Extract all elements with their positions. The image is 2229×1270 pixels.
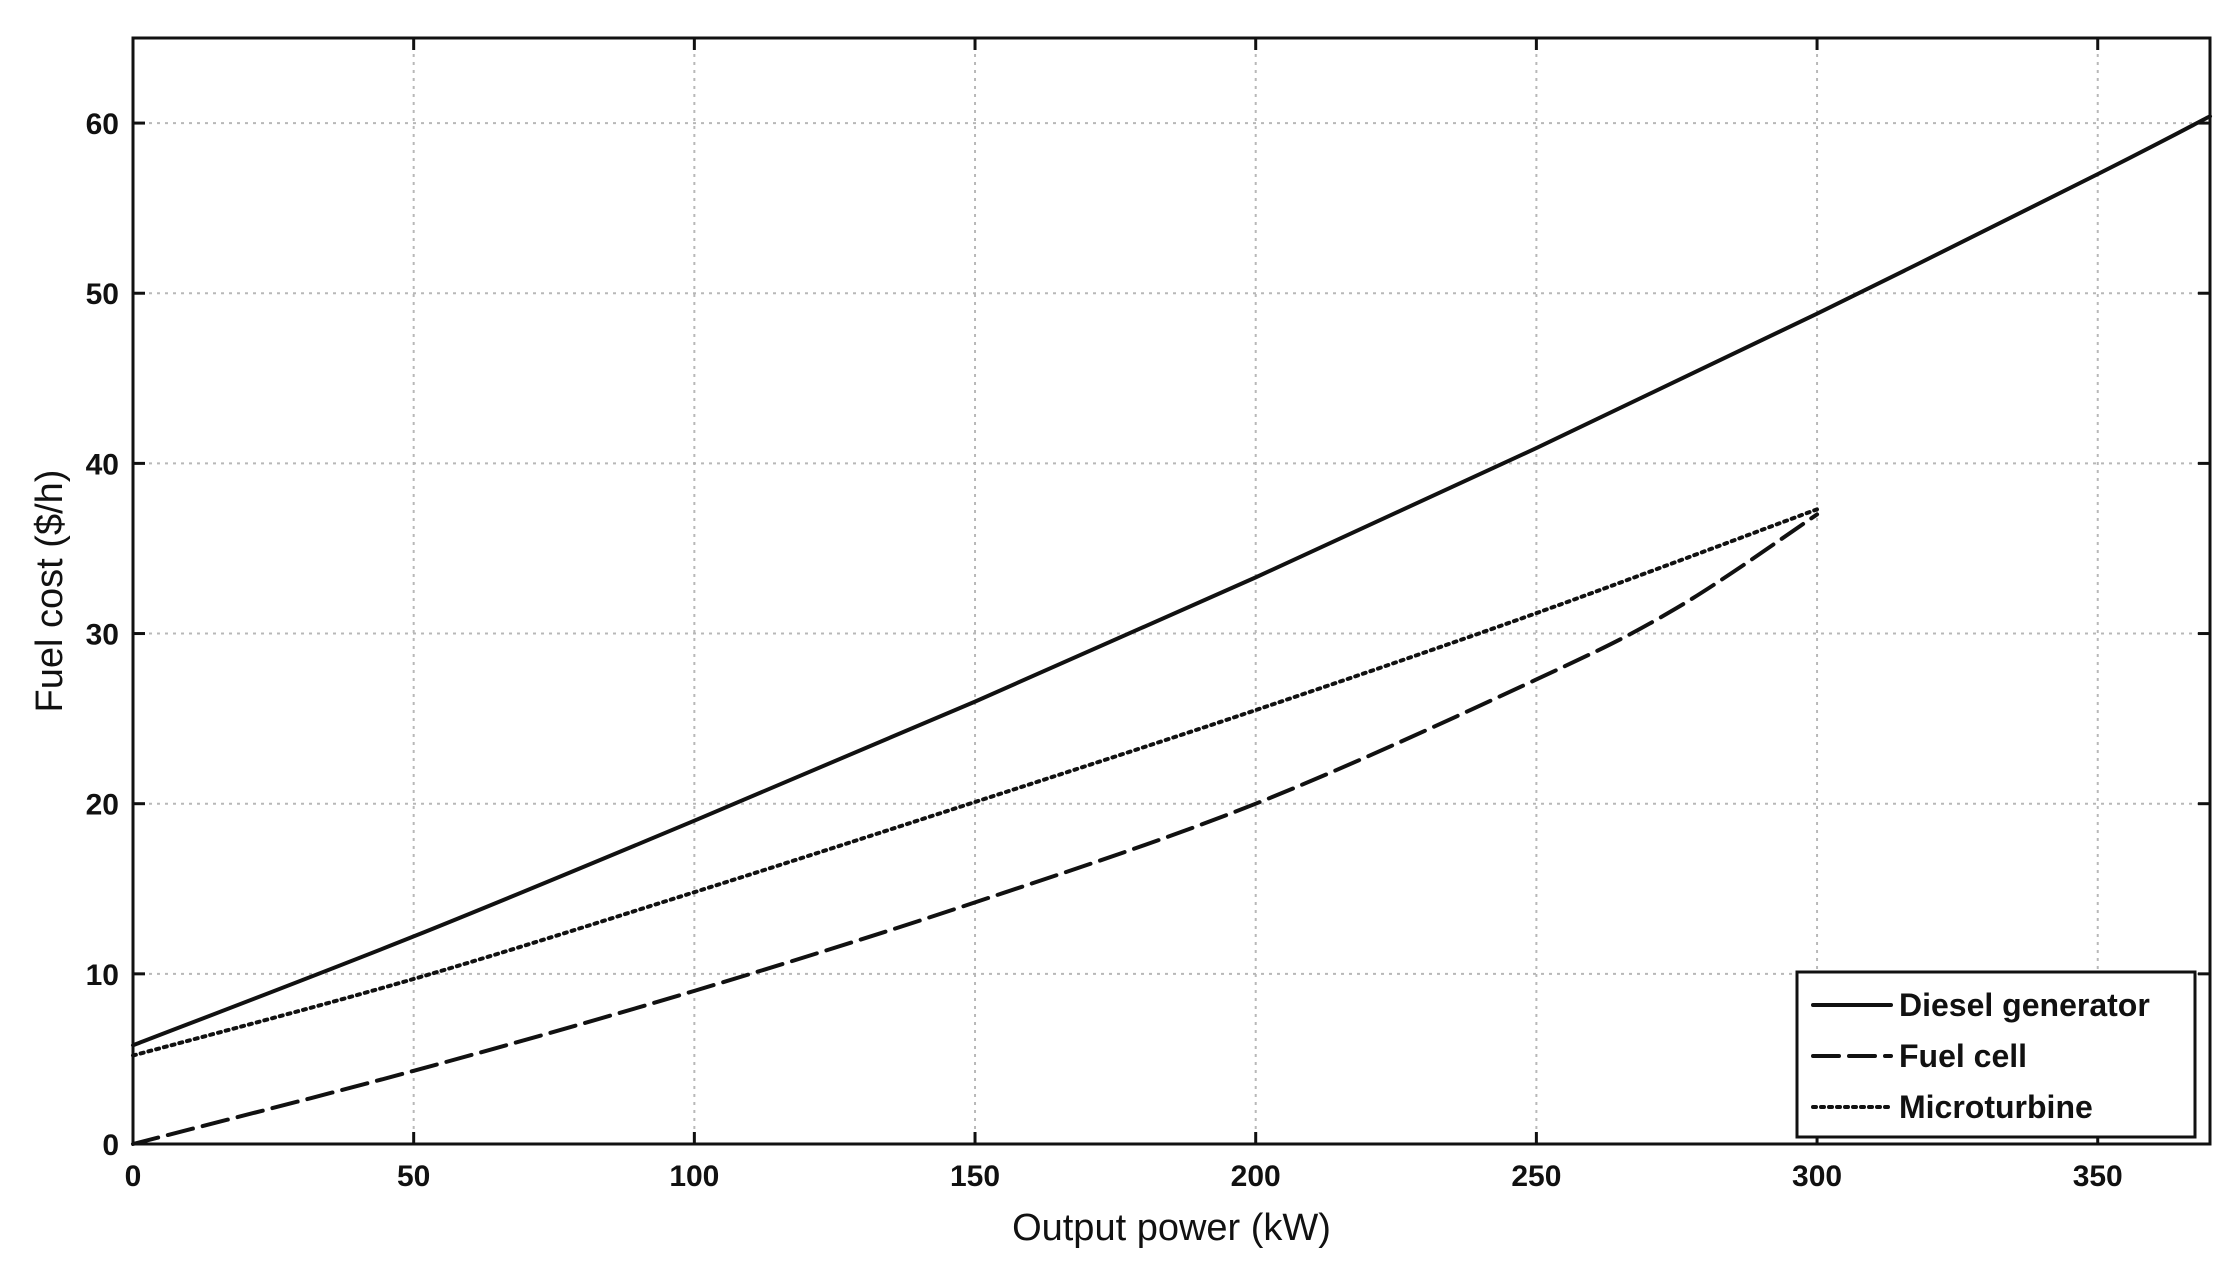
x-tick-label: 50: [397, 1160, 430, 1193]
y-tick-label: 60: [86, 108, 119, 141]
x-tick-label: 100: [669, 1160, 719, 1193]
y-tick-label: 40: [86, 448, 119, 481]
x-tick-label: 350: [2073, 1160, 2123, 1193]
legend-label: Microturbine: [1899, 1089, 2093, 1125]
legend-label: Diesel generator: [1899, 987, 2150, 1023]
y-tick-label: 30: [86, 619, 119, 652]
series-line-diesel-generator: [131, 114, 2212, 1048]
series-line-fuel-cell: [131, 512, 1820, 1146]
x-tick-label: 200: [1231, 1160, 1281, 1193]
legend-label: Fuel cell: [1899, 1038, 2027, 1074]
y-axis-title: Fuel cost ($/h): [29, 470, 71, 713]
x-tick-label: 0: [125, 1160, 142, 1193]
axis-ticks: 0 50 100 150 200 250 300 350 0 10 20 30 40 50 60: [86, 38, 2210, 1193]
series-line-microturbine: [131, 507, 1820, 1058]
y-tick-label: 50: [86, 278, 119, 311]
plot-area-frame: [131, 36, 2212, 1146]
x-axis-title: Output power (kW): [1012, 1207, 1331, 1249]
x-tick-label: 300: [1792, 1160, 1842, 1193]
y-tick-label: 20: [86, 789, 119, 822]
legend: Diesel generator Fuel cell Microturbine: [1795, 970, 2197, 1139]
y-tick-label: 10: [86, 959, 119, 992]
y-tick-label: 0: [102, 1129, 119, 1162]
series-layer: [131, 114, 2212, 1146]
x-tick-label: 250: [1511, 1160, 1561, 1193]
x-tick-label: 150: [950, 1160, 1000, 1193]
